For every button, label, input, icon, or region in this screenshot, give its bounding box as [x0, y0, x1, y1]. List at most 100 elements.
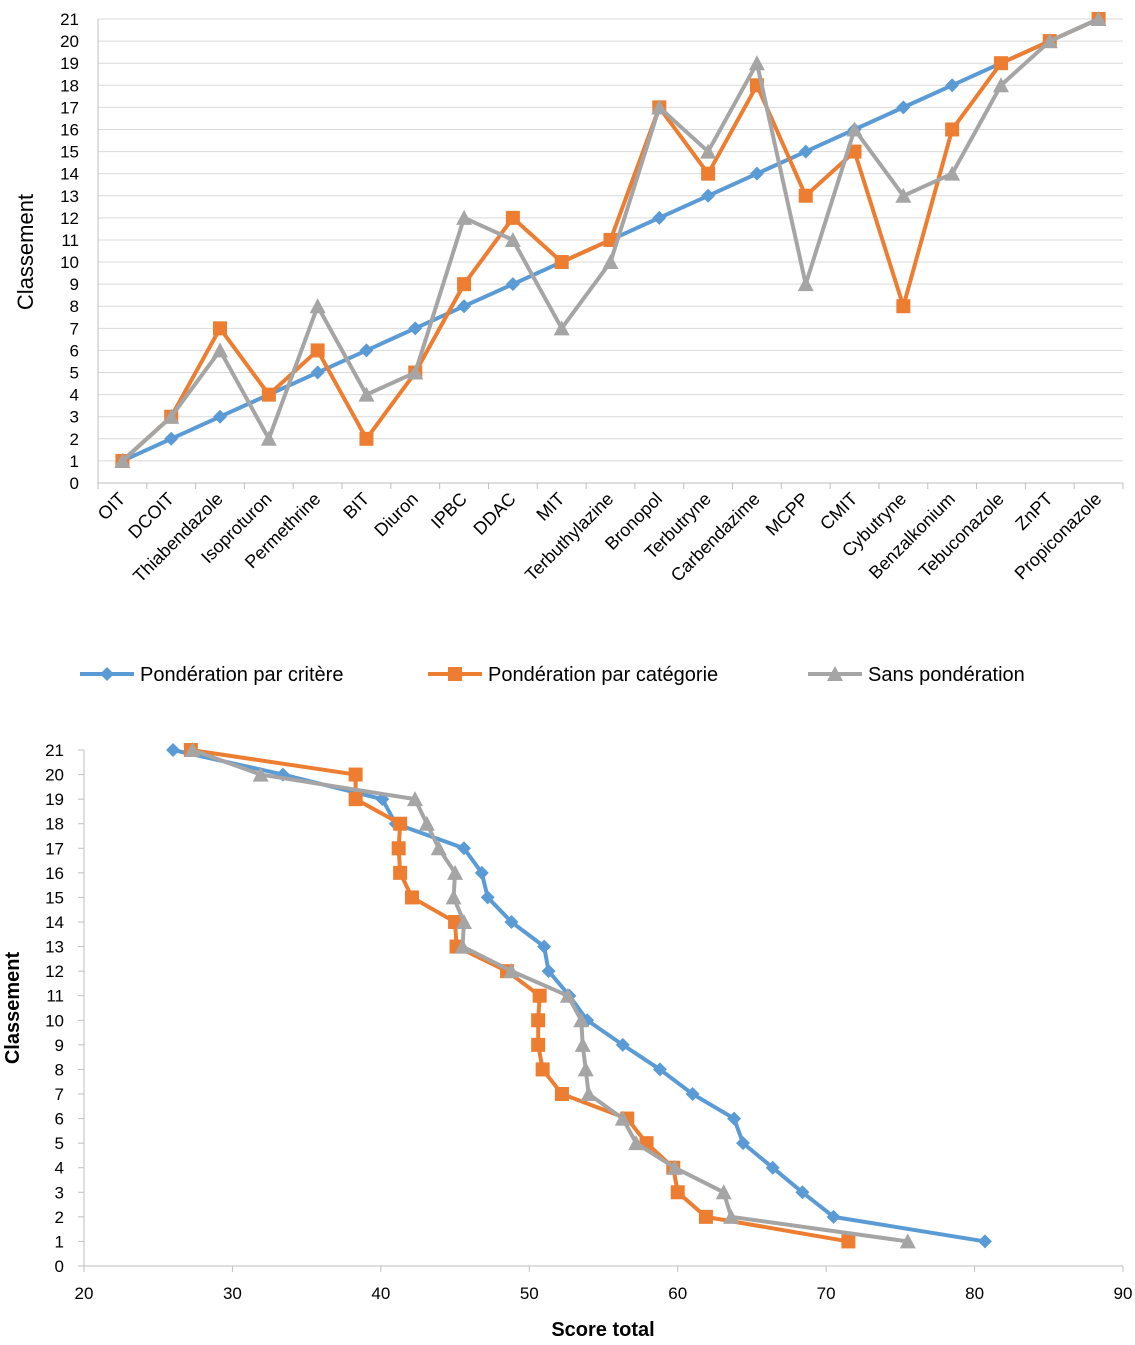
chart2-series-line — [190, 748, 849, 1244]
chart1-data-point — [895, 187, 912, 203]
chart1-data-point — [896, 299, 911, 314]
chart1-series — [114, 11, 1107, 468]
chart1-y-tick-label: 1 — [70, 452, 79, 471]
chart2-data-point — [573, 1012, 590, 1028]
chart2-x-tick-label: 40 — [371, 1284, 390, 1303]
chart2-data-point — [580, 1086, 597, 1101]
chart1-data-point — [651, 99, 668, 115]
chart2-data-point — [652, 1062, 667, 1077]
chart1-data-point — [701, 166, 716, 181]
chart1-x-tick-label: MIT — [532, 489, 568, 525]
chart1-data-point — [1090, 11, 1107, 26]
chart2-data-point — [348, 792, 363, 807]
chart1-data-point — [457, 299, 472, 314]
chart1-x-tick-label: OIT — [94, 489, 129, 524]
chart1-data-point — [260, 430, 277, 446]
chart2-data-point — [685, 1087, 700, 1101]
chart2-data-point — [559, 987, 576, 1003]
legend-label: Pondération par critère — [140, 664, 343, 686]
chart1-y-tick-label: 13 — [60, 187, 79, 206]
chart1-y-tick-label: 12 — [60, 209, 79, 228]
chart2-data-point — [715, 1184, 732, 1200]
chart2-data-point — [670, 1185, 685, 1200]
chart2-data-point — [504, 915, 519, 929]
chart2-data-point — [474, 865, 489, 880]
chart2-data-point — [826, 1209, 841, 1224]
chart1-data-point — [407, 364, 424, 380]
chart2-y-tick-label: 7 — [55, 1085, 64, 1104]
chart1-data-point — [748, 55, 765, 71]
chart1-y-tick-label: 7 — [70, 319, 79, 338]
chart2-x-tick-label: 60 — [668, 1284, 687, 1303]
chart2-x-tick-label: 70 — [817, 1284, 836, 1303]
chart2-y-tick-label: 20 — [45, 766, 64, 785]
chart1-data-point — [797, 276, 814, 292]
chart1-data-point — [456, 209, 473, 225]
chart1-x-tick-label: MCPP — [762, 489, 813, 540]
chart2-y-tick-label: 10 — [45, 1011, 64, 1030]
chart1-data-point — [309, 298, 326, 314]
legend-item-1: Pondération par critère — [80, 664, 343, 686]
chart1-x-tick-label: Carbendazime — [667, 489, 764, 586]
chart2-y-tick-label: 13 — [45, 938, 64, 957]
chart1-data-point — [652, 210, 667, 225]
chart1-axes — [97, 19, 1124, 489]
chart1-data-point — [992, 77, 1009, 93]
chart2-x-tick-label: 20 — [75, 1284, 94, 1303]
chart1-data-point — [700, 143, 717, 159]
chart2-x-axis-label: Score total — [551, 1319, 654, 1341]
chart2-axes — [78, 749, 1124, 1272]
chart2-data-point — [580, 1013, 595, 1028]
chart2-y-tick-label: 15 — [45, 888, 64, 907]
chart2-data-point — [348, 767, 363, 782]
chart1-y-tick-label: 17 — [60, 98, 79, 117]
chart2-y-tick-label: 19 — [45, 790, 64, 809]
chart2-y-tick-label: 17 — [45, 839, 64, 858]
chart2-x-tick-label: 30 — [223, 1284, 242, 1303]
chart2-data-point — [430, 840, 447, 856]
chart2-series-line — [191, 748, 909, 1244]
chart1-data-point — [701, 188, 716, 203]
chart1-y-tick-label: 16 — [60, 120, 79, 139]
chart1-data-point — [1041, 33, 1058, 49]
chart2-y-tick-label: 3 — [55, 1183, 64, 1202]
chart2-data-point — [727, 1111, 742, 1126]
chart1-x-tick-labels: OITDCOITThiabendazoleIsoproturonPermethr… — [94, 489, 1106, 587]
chart2-y-tick-label: 4 — [55, 1159, 64, 1178]
chart1-y-tick-label: 3 — [70, 408, 79, 427]
chart1-y-tick-label: 18 — [60, 76, 79, 95]
chart2-data-point — [393, 816, 408, 831]
chart1-data-point — [212, 342, 229, 358]
chart2-data-point — [391, 841, 406, 856]
chart1-x-tick-label: Diuron — [370, 489, 422, 541]
chart2-data-point — [614, 1110, 631, 1126]
chart2-data-point — [795, 1185, 810, 1200]
chart1-y-tick-label: 15 — [60, 143, 79, 162]
chart2-data-point — [531, 1013, 546, 1028]
chart1-data-point — [553, 320, 570, 336]
chart2-data-point — [615, 1037, 630, 1052]
chart2-series-3 — [184, 742, 916, 1249]
chart1-x-tick-label: DDAC — [469, 489, 519, 539]
chart2-y-tick-label: 0 — [55, 1257, 64, 1276]
chart1-data-point — [359, 343, 374, 358]
chart1-x-tick-label: IPBC — [427, 489, 471, 533]
chart1-data-point — [602, 254, 619, 270]
chart1-x-tick-label: Tebuconazole — [915, 489, 1008, 582]
chart1-data-point — [163, 408, 180, 424]
chart1-data-point — [945, 78, 960, 93]
chart2-data-point — [455, 914, 472, 929]
chart2-data-point — [405, 890, 420, 905]
chart1-data-point — [603, 232, 618, 247]
chart1-y-tick-label: 8 — [70, 297, 79, 316]
chart1-x-tick-label: BIT — [339, 489, 373, 523]
chart2-data-point — [532, 988, 547, 1003]
chart2-series-1 — [166, 743, 992, 1249]
chart2-data-point — [841, 1234, 856, 1249]
chart2-y-tick-label: 1 — [55, 1232, 64, 1251]
chart1-x-tick-label: Propiconazole — [1011, 489, 1106, 584]
